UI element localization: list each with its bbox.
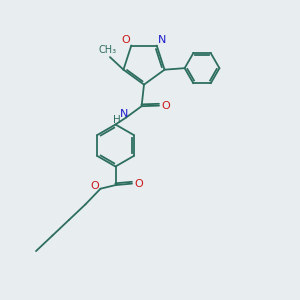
Text: N: N bbox=[158, 35, 166, 45]
Text: H: H bbox=[112, 115, 120, 125]
Text: N: N bbox=[120, 109, 129, 119]
Text: O: O bbox=[90, 181, 99, 191]
Text: O: O bbox=[122, 35, 130, 45]
Text: O: O bbox=[134, 178, 143, 189]
Text: O: O bbox=[161, 100, 170, 111]
Text: CH₃: CH₃ bbox=[98, 46, 117, 56]
